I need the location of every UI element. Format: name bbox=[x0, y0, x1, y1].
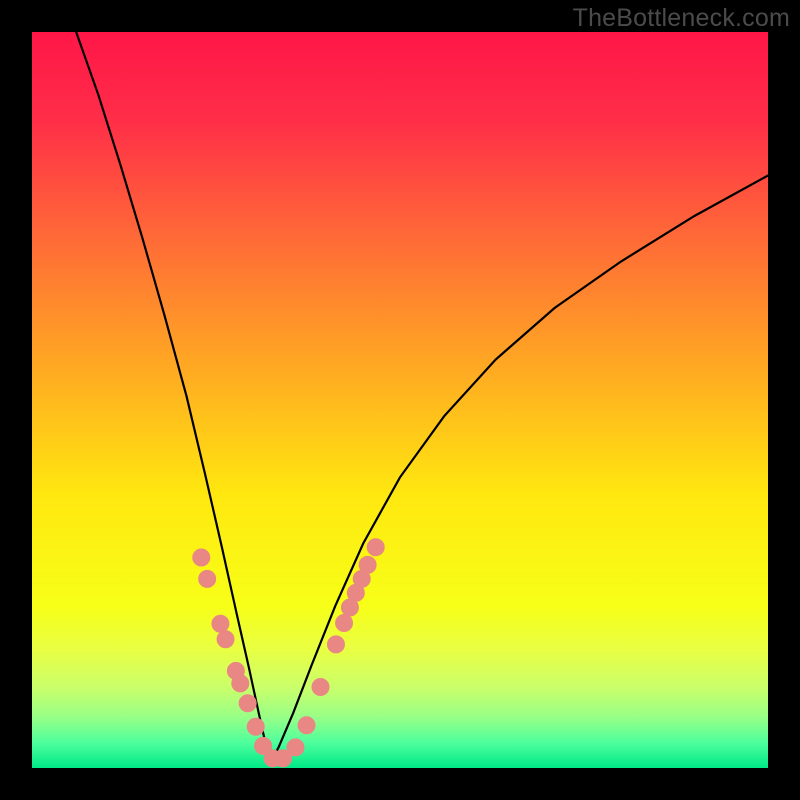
marker-point bbox=[217, 631, 234, 648]
marker-point bbox=[199, 570, 216, 587]
marker-point bbox=[312, 679, 329, 696]
marker-point bbox=[327, 636, 344, 653]
marker-point bbox=[193, 549, 210, 566]
marker-point bbox=[298, 717, 315, 734]
curve-right-branch bbox=[269, 176, 768, 766]
marker-point bbox=[239, 695, 256, 712]
watermark-text: TheBottleneck.com bbox=[573, 4, 790, 33]
marker-point bbox=[367, 539, 384, 556]
curve-left-branch bbox=[76, 32, 269, 765]
marker-point bbox=[232, 675, 249, 692]
chart-frame: TheBottleneck.com bbox=[0, 0, 800, 800]
plot-area bbox=[32, 32, 768, 768]
marker-group bbox=[193, 539, 384, 767]
marker-point bbox=[359, 556, 376, 573]
marker-point bbox=[212, 615, 229, 632]
marker-point bbox=[247, 718, 264, 735]
marker-point bbox=[336, 615, 353, 632]
chart-svg bbox=[32, 32, 768, 768]
marker-point bbox=[287, 739, 304, 756]
